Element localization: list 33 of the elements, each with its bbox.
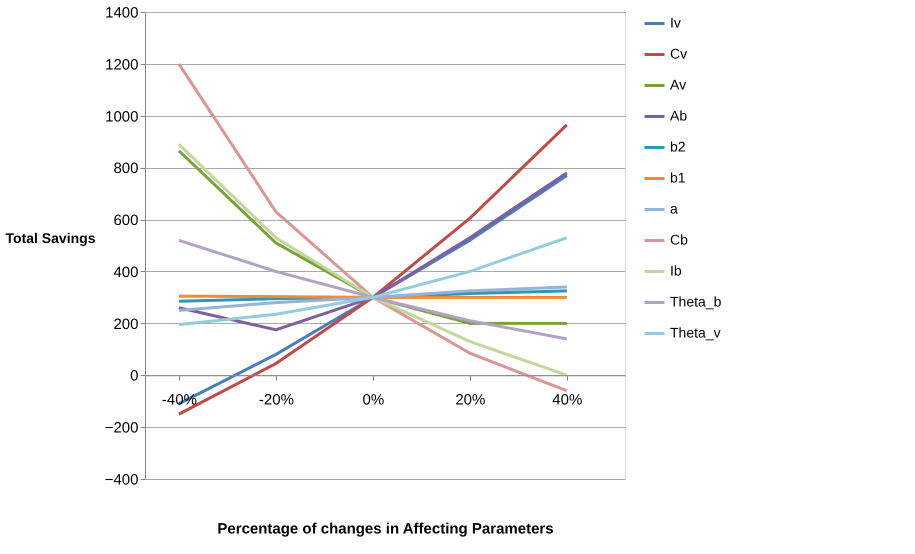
- x-axis-title: Percentage of changes in Affecting Parameters: [217, 520, 554, 538]
- legend-label: Theta_v: [670, 324, 721, 340]
- x-tick-label: 0%: [362, 392, 384, 409]
- x-tick-label: -20%: [258, 392, 294, 409]
- x-tick-label: 40%: [552, 392, 582, 409]
- legend-label: Cb: [670, 232, 688, 248]
- legend-label: Theta_b: [670, 294, 722, 310]
- legend-label: Iv: [670, 14, 681, 30]
- y-tick-label: 1000: [105, 108, 138, 126]
- legend-label: a: [670, 200, 678, 216]
- y-tick-label: 400: [113, 264, 138, 281]
- legend-label: Av: [670, 76, 686, 92]
- y-tick-label: −400: [104, 472, 138, 488]
- legend-label: Ib: [670, 262, 682, 278]
- y-tick-label: 0: [130, 368, 138, 385]
- line-series: [177, 142, 568, 377]
- line-series: [177, 236, 568, 326]
- legend-label: Ab: [670, 108, 688, 124]
- legend-label: b2: [670, 138, 686, 154]
- line-series: [177, 171, 568, 332]
- line-series: [177, 62, 568, 392]
- x-tick-label: 20%: [455, 392, 486, 409]
- legend-label: b1: [670, 170, 686, 186]
- line-series: [177, 238, 568, 340]
- y-tick-label: 1200: [105, 56, 138, 74]
- y-tick-label: 200: [113, 316, 138, 333]
- line-series: [177, 286, 568, 312]
- y-tick-label: 600: [113, 212, 138, 230]
- legend-label: Cv: [670, 46, 688, 62]
- y-tick-label: −200: [104, 420, 138, 437]
- y-tick-label: 1400: [105, 4, 138, 22]
- y-axis-title: Total Savings: [6, 230, 96, 246]
- y-tick-label: 800: [113, 160, 138, 178]
